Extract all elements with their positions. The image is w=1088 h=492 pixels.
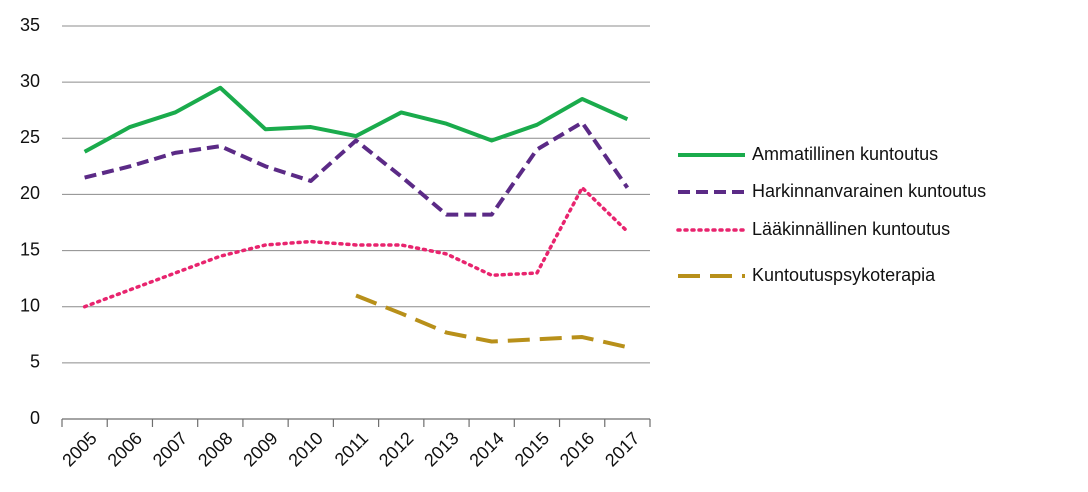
x-tick-label: 2005 [58, 428, 100, 470]
y-tick-label: 30 [20, 71, 40, 91]
x-tick-label: 2016 [556, 428, 598, 470]
y-tick-label: 15 [20, 239, 40, 259]
y-tick-label: 20 [20, 183, 40, 203]
x-tick-label: 2017 [601, 428, 643, 470]
legend-label: Ammatillinen kuntoutus [752, 144, 938, 164]
x-tick-label: 2010 [284, 428, 326, 470]
x-tick-label: 2013 [420, 428, 462, 470]
legend-label: Lääkinnällinen kuntoutus [752, 219, 950, 239]
x-tick-label: 2009 [239, 428, 281, 470]
x-tick-label: 2012 [375, 428, 417, 470]
x-tick-label: 2007 [149, 428, 191, 470]
y-tick-label: 25 [20, 127, 40, 147]
y-tick-label: 0 [30, 408, 40, 428]
y-tick-label: 35 [20, 15, 40, 35]
x-tick-label: 2011 [331, 428, 373, 470]
series-line [82, 185, 630, 309]
y-tick-label: 5 [30, 352, 40, 372]
x-tick-label: 2015 [511, 428, 553, 470]
x-tick-label: 2014 [465, 428, 507, 470]
series-line [355, 293, 628, 350]
series-line [83, 85, 629, 154]
legend-label: Kuntoutuspsykoterapia [752, 265, 936, 285]
legend-label: Harkinnanvarainen kuntoutus [752, 181, 986, 201]
y-tick-label: 10 [20, 295, 40, 315]
x-tick-label: 2008 [194, 428, 236, 470]
series-line [84, 120, 630, 217]
x-tick-label: 2006 [104, 428, 146, 470]
